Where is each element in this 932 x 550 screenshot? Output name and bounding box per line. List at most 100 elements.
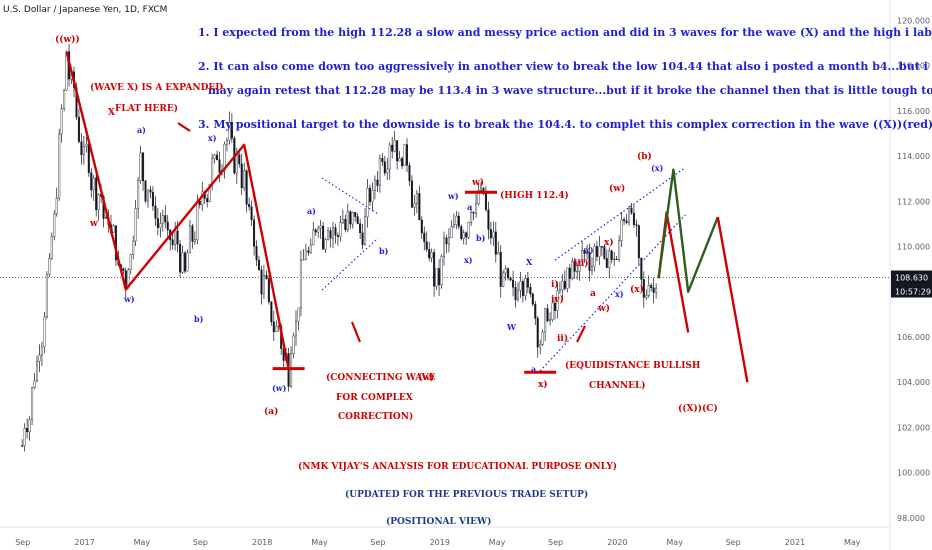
candle-body <box>97 194 100 210</box>
candle-body <box>497 252 500 255</box>
candle-body <box>652 287 655 293</box>
candle-body <box>309 244 312 253</box>
x-tick-label: Sep <box>726 538 741 547</box>
x-tick-label: May <box>844 538 861 547</box>
candle-body <box>472 212 475 214</box>
candle-body <box>573 260 576 272</box>
candle-body <box>142 152 145 182</box>
candle-body <box>95 177 98 210</box>
candle-body <box>546 308 549 322</box>
candle-body <box>369 187 372 202</box>
candle-body <box>208 183 211 202</box>
label-equidistance-2: CHANNEL) <box>589 380 646 391</box>
label-x-paren-blue: x) <box>585 245 594 255</box>
label-equidistance-1: (EQUIDISTANCE BULLISH <box>565 360 701 371</box>
candlestick-series <box>21 43 658 452</box>
candle-body <box>623 219 626 222</box>
candle-body <box>332 227 335 239</box>
candle-body <box>260 269 263 295</box>
label-x-5: x) <box>604 237 614 248</box>
candle-body <box>122 268 125 272</box>
candle-body <box>613 258 616 261</box>
candle-body <box>620 219 623 241</box>
y-tick-label: 112.000 <box>897 197 930 206</box>
wave-projection-lines <box>65 51 749 383</box>
candle-body <box>356 216 359 224</box>
candle-body <box>521 281 524 296</box>
candle-body <box>243 170 246 189</box>
candle-body <box>275 326 278 333</box>
label-x-4: x) <box>615 289 624 299</box>
label-b-1: b) <box>194 314 204 324</box>
label-x-paren: (x) <box>651 163 664 173</box>
candle-body <box>317 227 320 233</box>
candle-body <box>161 215 164 224</box>
candle-body <box>420 219 423 234</box>
label-b-paren: (b) <box>637 151 652 162</box>
candle-body <box>517 290 520 301</box>
x-tick-label: 2018 <box>252 538 272 547</box>
candle-body <box>151 192 154 207</box>
label-x-red: X <box>108 108 115 118</box>
x-tick-label: 2019 <box>430 538 450 547</box>
candle-body <box>588 252 591 271</box>
candle-body <box>33 380 36 388</box>
label-a-2: a) <box>307 206 316 216</box>
label-w-3: w) <box>447 191 459 201</box>
label-b-2: b) <box>379 246 389 256</box>
candle-body <box>470 212 473 223</box>
candle-body <box>292 335 295 354</box>
candle-body <box>423 232 426 242</box>
candle-body <box>230 122 233 139</box>
candle-body <box>58 133 61 199</box>
candle-body <box>556 290 559 311</box>
candle-body <box>381 157 384 163</box>
candle-body <box>55 197 58 215</box>
candle-body <box>344 219 347 230</box>
candle-body <box>391 144 394 152</box>
candle-body <box>339 222 342 237</box>
label-w-red: w <box>89 219 98 229</box>
current-price-tag: 108.630 <box>891 270 932 285</box>
candle-body <box>487 209 490 230</box>
candle-body <box>156 218 159 228</box>
arrow-mark <box>177 122 191 132</box>
candle-body <box>225 139 228 145</box>
candle-body <box>462 232 465 239</box>
y-tick-label: 98.000 <box>897 514 925 523</box>
candle-body <box>398 158 401 162</box>
candle-body <box>21 445 24 447</box>
candle-body <box>645 295 648 298</box>
candle-body <box>65 51 68 91</box>
candle-body <box>253 219 256 247</box>
x-axis-ticks: Sep 2017 May Sep 2018 May Sep 2019 May Sep 2020 May… <box>15 538 861 547</box>
candle-body <box>477 189 480 205</box>
candle-body <box>77 116 80 142</box>
y-tick-label: 120.000 <box>897 16 930 25</box>
candle-body <box>341 219 344 223</box>
wave-path <box>657 211 690 333</box>
candle-body <box>245 170 248 205</box>
x-tick-label: May <box>666 538 683 547</box>
label-wave-x-2: FLAT HERE) <box>115 103 178 114</box>
footer-line-1: (NMK VIJAY'S ANALYSIS FOR EDUCATIONAL PU… <box>298 461 617 472</box>
label-a-4: a <box>531 364 536 374</box>
candle-body <box>526 278 529 288</box>
candle-body <box>334 227 337 236</box>
candle-body <box>351 212 354 225</box>
candle-body <box>198 200 201 205</box>
candle-body <box>23 428 26 446</box>
candle-body <box>630 207 633 214</box>
label-ii: ii) <box>557 333 568 344</box>
candle-body <box>410 180 413 208</box>
label-x-1: x) <box>208 133 217 143</box>
y-tick-label: 116.000 <box>897 107 930 116</box>
candle-body <box>181 252 184 273</box>
candle-body <box>536 318 539 348</box>
candle-body <box>615 258 618 261</box>
candle-body <box>480 187 483 191</box>
candle-body <box>132 240 135 255</box>
countdown-tag: 10:57:29 <box>891 284 932 298</box>
footer-line-3: (POSITIONAL VIEW) <box>386 516 491 527</box>
